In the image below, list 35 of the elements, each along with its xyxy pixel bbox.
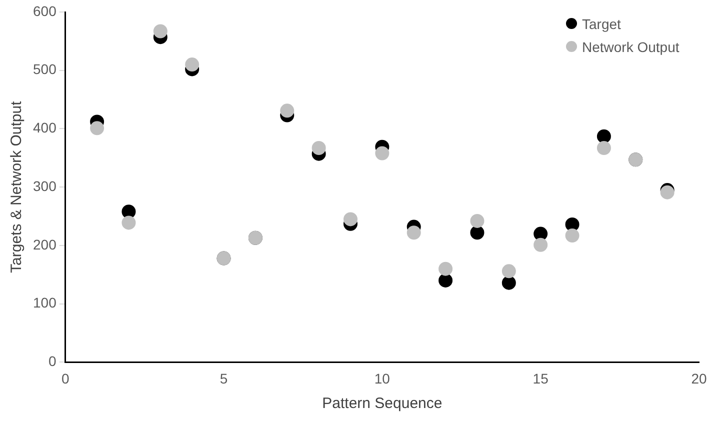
legend-label: Network Output <box>582 38 680 54</box>
point <box>565 228 580 243</box>
point <box>470 214 484 228</box>
y-tick-label: 0 <box>48 353 57 370</box>
y-tick-label: 300 <box>33 178 57 194</box>
y-tick-label: 600 <box>33 2 57 19</box>
point <box>406 226 421 240</box>
x-tick-label: 10 <box>374 370 390 386</box>
point <box>375 146 390 160</box>
point <box>596 129 611 144</box>
point <box>438 262 453 276</box>
point <box>185 58 200 72</box>
point <box>438 273 453 288</box>
x-axis-title: Pattern Sequence <box>322 395 442 412</box>
y-tick-label: 100 <box>33 294 57 311</box>
x-tick-label: 15 <box>532 370 549 386</box>
y-tick-label: 500 <box>33 61 57 78</box>
legend-label: Target <box>582 16 621 32</box>
point <box>502 264 516 278</box>
point <box>502 276 516 290</box>
point <box>122 216 136 230</box>
x-tick-label: 0 <box>61 370 70 386</box>
point <box>90 121 104 136</box>
point <box>596 140 611 155</box>
x-tick-label: 5 <box>220 370 228 386</box>
point <box>470 226 484 240</box>
point <box>343 212 358 226</box>
point <box>534 238 548 252</box>
y-axis-title: Targets & Network Output <box>8 100 26 273</box>
point <box>312 140 326 155</box>
y-tick-label: 200 <box>33 236 57 252</box>
point <box>153 24 168 38</box>
x-tick-label: 20 <box>691 370 707 386</box>
y-tick-label: 400 <box>33 120 57 136</box>
point <box>280 104 294 118</box>
